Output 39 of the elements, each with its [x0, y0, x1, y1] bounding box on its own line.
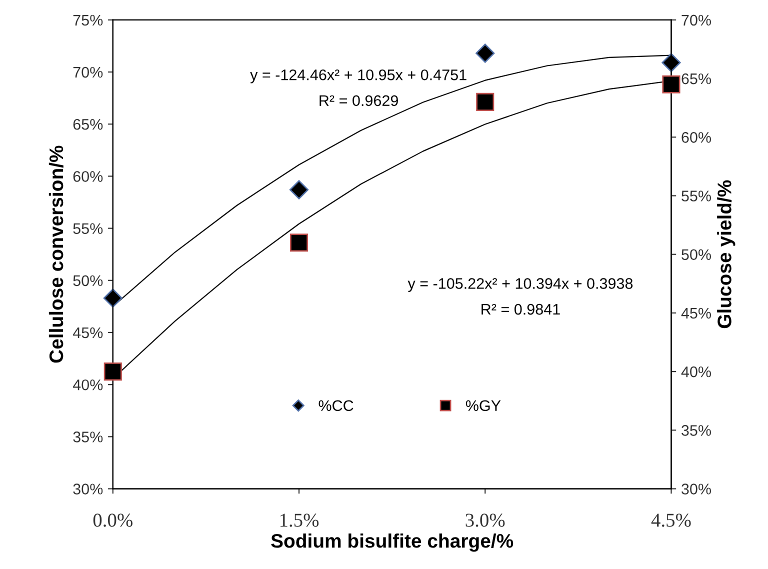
y-tick-label: 70%	[73, 66, 103, 78]
y-tick-label: 35%	[73, 432, 103, 442]
y2-tick-label: 45%	[681, 308, 711, 319]
point	[476, 92, 494, 111]
y-tick-label: 45%	[72, 327, 103, 338]
y2-tick-label: 60%	[682, 132, 711, 143]
x-axis-title: Sodium bisulfite charge/%	[271, 533, 514, 552]
y-tick-label: 40%	[72, 379, 103, 390]
annotation: R² = 0.9841	[482, 304, 560, 315]
x-tick-label: 0.0%	[93, 514, 132, 527]
y2-tick-label: 55%	[682, 190, 711, 202]
y2-tick-label: 40%	[681, 366, 711, 378]
x-tick-label: 3.0%	[466, 514, 505, 527]
point	[290, 234, 308, 252]
point	[103, 288, 122, 308]
point	[476, 44, 495, 63]
y2-tick-label: 50%	[682, 249, 711, 260]
y-axis-title: Cellulose conversion/%	[48, 146, 64, 363]
x-tick-label: 4.5%	[651, 514, 691, 527]
y-tick-label: 50%	[73, 275, 103, 286]
annotation: R² = 0.9629	[320, 95, 398, 106]
annotation: y = -105.22x² + 10.394x + 0.3938	[408, 278, 633, 292]
y2-tick-label: 70%	[682, 14, 711, 26]
y-tick-label: 65%	[73, 118, 103, 130]
x-tick-label: 1.5%	[280, 514, 319, 527]
point	[662, 75, 680, 94]
y2-tick-label: 35%	[682, 425, 711, 436]
annotation: y = -124.46x² + 10.95x + 0.4751	[250, 69, 466, 84]
point	[104, 362, 122, 381]
y-tick-label: 30%	[73, 484, 103, 494]
y2-tick-label: 65%	[682, 73, 711, 84]
y-tick-label: 75%	[73, 14, 103, 26]
legend-label: %CC	[318, 400, 354, 412]
y2-axis-title: Glucose yield/%	[717, 180, 736, 328]
y2-tick-label: 30%	[682, 484, 711, 494]
y-tick-label: 55%	[73, 223, 103, 234]
legend-label: %GY	[466, 400, 501, 412]
y-tick-label: 60%	[73, 171, 103, 182]
point	[289, 180, 309, 200]
